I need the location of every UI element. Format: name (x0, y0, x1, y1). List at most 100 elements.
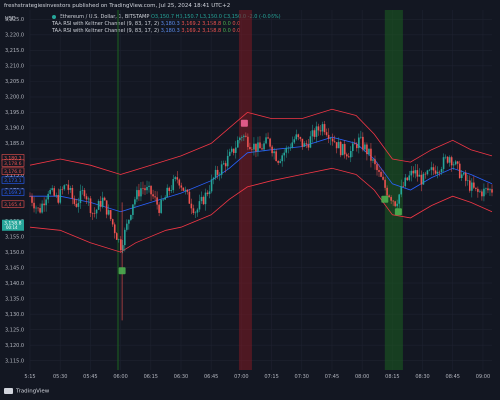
price-tag-label: 3,165.4 (4, 202, 22, 208)
candle-body (456, 161, 459, 164)
x-tick-label: 09:00 (476, 374, 490, 380)
y-tick-label: 3,125.0 (5, 327, 24, 333)
x-tick-label: 07:30 (295, 374, 309, 380)
candle-body (214, 169, 217, 178)
candle-body (220, 164, 223, 175)
candle-body (243, 135, 245, 137)
candle-body (45, 199, 47, 206)
candle-body (416, 170, 419, 177)
candle-body (234, 147, 237, 153)
price-tag-label: 3,173.1 (4, 178, 22, 184)
candle-body (454, 161, 457, 165)
candle-body (345, 154, 348, 157)
candle-body (174, 177, 177, 179)
signal-zone (116, 10, 120, 370)
candle-body (307, 144, 310, 148)
candle-body (226, 155, 229, 167)
candle-body (113, 224, 116, 234)
x-tick-label: 07:45 (325, 374, 339, 380)
candle-body (69, 188, 72, 190)
candle-body (372, 159, 374, 161)
candle-body (396, 203, 398, 207)
y-tick-label: 3,140.0 (5, 281, 24, 287)
candle-body (144, 188, 146, 191)
candle-body (430, 167, 433, 170)
candle-body (483, 188, 485, 197)
candle-body (458, 163, 461, 179)
candle-body (408, 175, 411, 181)
candle-body (378, 170, 380, 172)
lower-band-line (29, 167, 493, 253)
legend-indicator-row-2[interactable]: TAA RSI with Keltner Channel (9, 83, 17,… (52, 28, 281, 35)
candle-body (117, 239, 120, 240)
candle-body (392, 200, 394, 202)
candle-body (51, 188, 53, 190)
candle-body (442, 157, 445, 169)
y-tick-label: 3,200.0 (5, 95, 24, 101)
candle-body (434, 170, 437, 174)
legend-symbol: Ethereum / U.S. Dollar, 1, BITSTAMP (59, 14, 150, 20)
candle-body (491, 189, 493, 193)
y-tick-label: 3,215.0 (5, 48, 24, 54)
current-price-label: 3,158.8 (4, 221, 22, 227)
candle-body (79, 190, 82, 204)
candle-body (487, 188, 489, 191)
candle-body (245, 135, 247, 137)
candle-body (198, 201, 201, 210)
candle-body (35, 207, 37, 209)
currency-label: USD (5, 16, 16, 22)
candle-body (362, 136, 364, 150)
legend-symbol-row[interactable]: Ethereum / U.S. Dollar, 1, BITSTAMP O3,1… (52, 14, 281, 21)
candle-body (158, 204, 160, 213)
candle-body (356, 144, 358, 149)
candle-body (122, 245, 124, 251)
candle-body (188, 191, 191, 204)
candle-body (109, 210, 112, 220)
candle-body (134, 199, 136, 205)
candle-body (444, 156, 447, 158)
y-tick-label: 3,120.0 (5, 343, 24, 349)
candle-body (91, 213, 94, 214)
candle-body (279, 161, 281, 163)
candle-body (473, 182, 475, 188)
candle-body (164, 197, 166, 200)
candle-body (283, 152, 286, 156)
footer-brand[interactable]: TradingView (4, 388, 49, 395)
legend-indicator-1-v4: 0.0 (222, 21, 231, 27)
candle-body (376, 164, 378, 171)
candle-body (192, 208, 195, 214)
candle-body (124, 229, 126, 246)
candle-body (291, 142, 294, 148)
candle-body (343, 144, 346, 155)
x-tick-label: 06:00 (113, 374, 127, 380)
status-dot-icon (52, 14, 56, 19)
legend-ohlc: O3,150.7 H3,150.7 L3,150.0 C3,150.0 -2.0… (150, 14, 281, 20)
candle-body (190, 203, 193, 209)
legend-indicator-row-1[interactable]: TAA RSI with Keltner Channel (9, 83, 17,… (52, 21, 281, 28)
candle-body (414, 170, 417, 174)
candle-body (29, 196, 31, 197)
y-tick-label: 3,155.0 (5, 234, 24, 240)
candle-body (398, 194, 400, 204)
candle-body (305, 143, 308, 145)
candle-body (218, 174, 221, 176)
candle-body (406, 177, 409, 181)
candle-body (489, 189, 491, 191)
candle-body (255, 143, 257, 152)
candle-body (448, 157, 451, 163)
candle-body (77, 203, 80, 207)
candle-body (358, 137, 360, 149)
price-tag-label: 3,176.0 (4, 169, 22, 175)
candle-body (230, 148, 233, 152)
price-tag (1, 200, 25, 208)
candle-body (89, 198, 92, 214)
candle-body (440, 168, 443, 173)
candle-body (402, 186, 405, 187)
x-tick-label: 06:45 (204, 374, 218, 380)
candle-body (222, 163, 225, 165)
candle-body (63, 185, 66, 190)
candle-body (49, 189, 51, 194)
candle-body (460, 174, 463, 179)
candle-body (212, 177, 215, 180)
